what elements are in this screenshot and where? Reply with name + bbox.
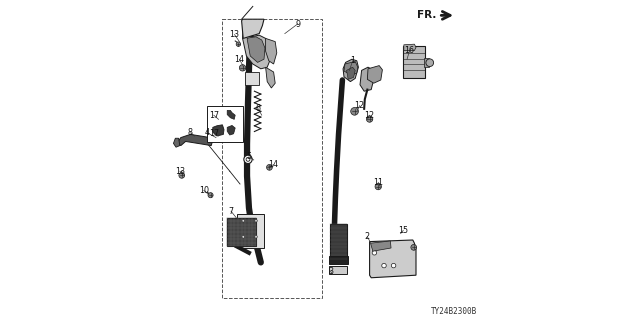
Polygon shape	[343, 59, 358, 82]
Circle shape	[236, 42, 241, 46]
Polygon shape	[367, 66, 383, 83]
Polygon shape	[173, 138, 180, 147]
Bar	[227, 218, 256, 246]
Text: 9: 9	[295, 20, 300, 28]
Bar	[403, 46, 425, 78]
Bar	[207, 106, 243, 142]
Text: 2: 2	[365, 232, 370, 241]
Text: 6: 6	[256, 104, 260, 113]
Text: 14: 14	[234, 55, 244, 64]
Circle shape	[242, 236, 244, 238]
Text: 10: 10	[199, 186, 209, 195]
Circle shape	[381, 263, 387, 268]
Circle shape	[372, 251, 376, 255]
Text: 4: 4	[205, 128, 210, 137]
Text: 17: 17	[209, 129, 219, 138]
Polygon shape	[404, 44, 416, 51]
Polygon shape	[344, 61, 358, 75]
Circle shape	[255, 236, 257, 238]
Polygon shape	[247, 37, 265, 62]
Polygon shape	[424, 58, 429, 67]
Bar	[245, 72, 259, 85]
Text: 5: 5	[246, 152, 252, 161]
Circle shape	[411, 244, 417, 250]
Text: 1: 1	[350, 56, 355, 65]
Polygon shape	[370, 240, 416, 278]
Polygon shape	[179, 134, 212, 146]
Text: 8: 8	[188, 128, 193, 137]
Text: 13: 13	[230, 30, 239, 39]
Polygon shape	[371, 241, 391, 251]
Text: 15: 15	[398, 226, 408, 235]
Polygon shape	[347, 67, 355, 79]
Circle shape	[208, 193, 213, 198]
Text: TY24B2300B: TY24B2300B	[431, 307, 477, 316]
Circle shape	[267, 164, 273, 170]
Text: 3: 3	[328, 267, 333, 276]
Circle shape	[246, 157, 250, 161]
Circle shape	[244, 155, 252, 164]
Text: 17: 17	[209, 111, 219, 120]
Polygon shape	[360, 67, 374, 91]
Text: 16: 16	[404, 46, 415, 55]
Polygon shape	[227, 125, 236, 135]
Circle shape	[392, 263, 396, 268]
Text: 11: 11	[373, 178, 383, 187]
Bar	[329, 266, 347, 274]
Bar	[223, 19, 322, 298]
Text: 7: 7	[228, 207, 234, 216]
Bar	[330, 224, 348, 259]
Text: 14: 14	[269, 160, 278, 169]
Circle shape	[375, 183, 381, 190]
Text: FR.: FR.	[417, 10, 437, 20]
Bar	[237, 214, 264, 248]
Text: 12: 12	[365, 111, 374, 120]
Polygon shape	[243, 26, 270, 69]
Polygon shape	[266, 38, 277, 64]
Circle shape	[367, 116, 372, 122]
Circle shape	[351, 108, 358, 115]
Circle shape	[179, 172, 184, 178]
Polygon shape	[227, 110, 236, 119]
Bar	[329, 256, 348, 264]
Circle shape	[426, 59, 434, 67]
Polygon shape	[242, 19, 264, 38]
Polygon shape	[212, 125, 224, 136]
Circle shape	[255, 220, 257, 222]
Text: 12: 12	[355, 101, 365, 110]
Polygon shape	[266, 67, 275, 88]
Text: 13: 13	[175, 167, 185, 176]
Circle shape	[239, 65, 246, 71]
Circle shape	[242, 220, 244, 222]
